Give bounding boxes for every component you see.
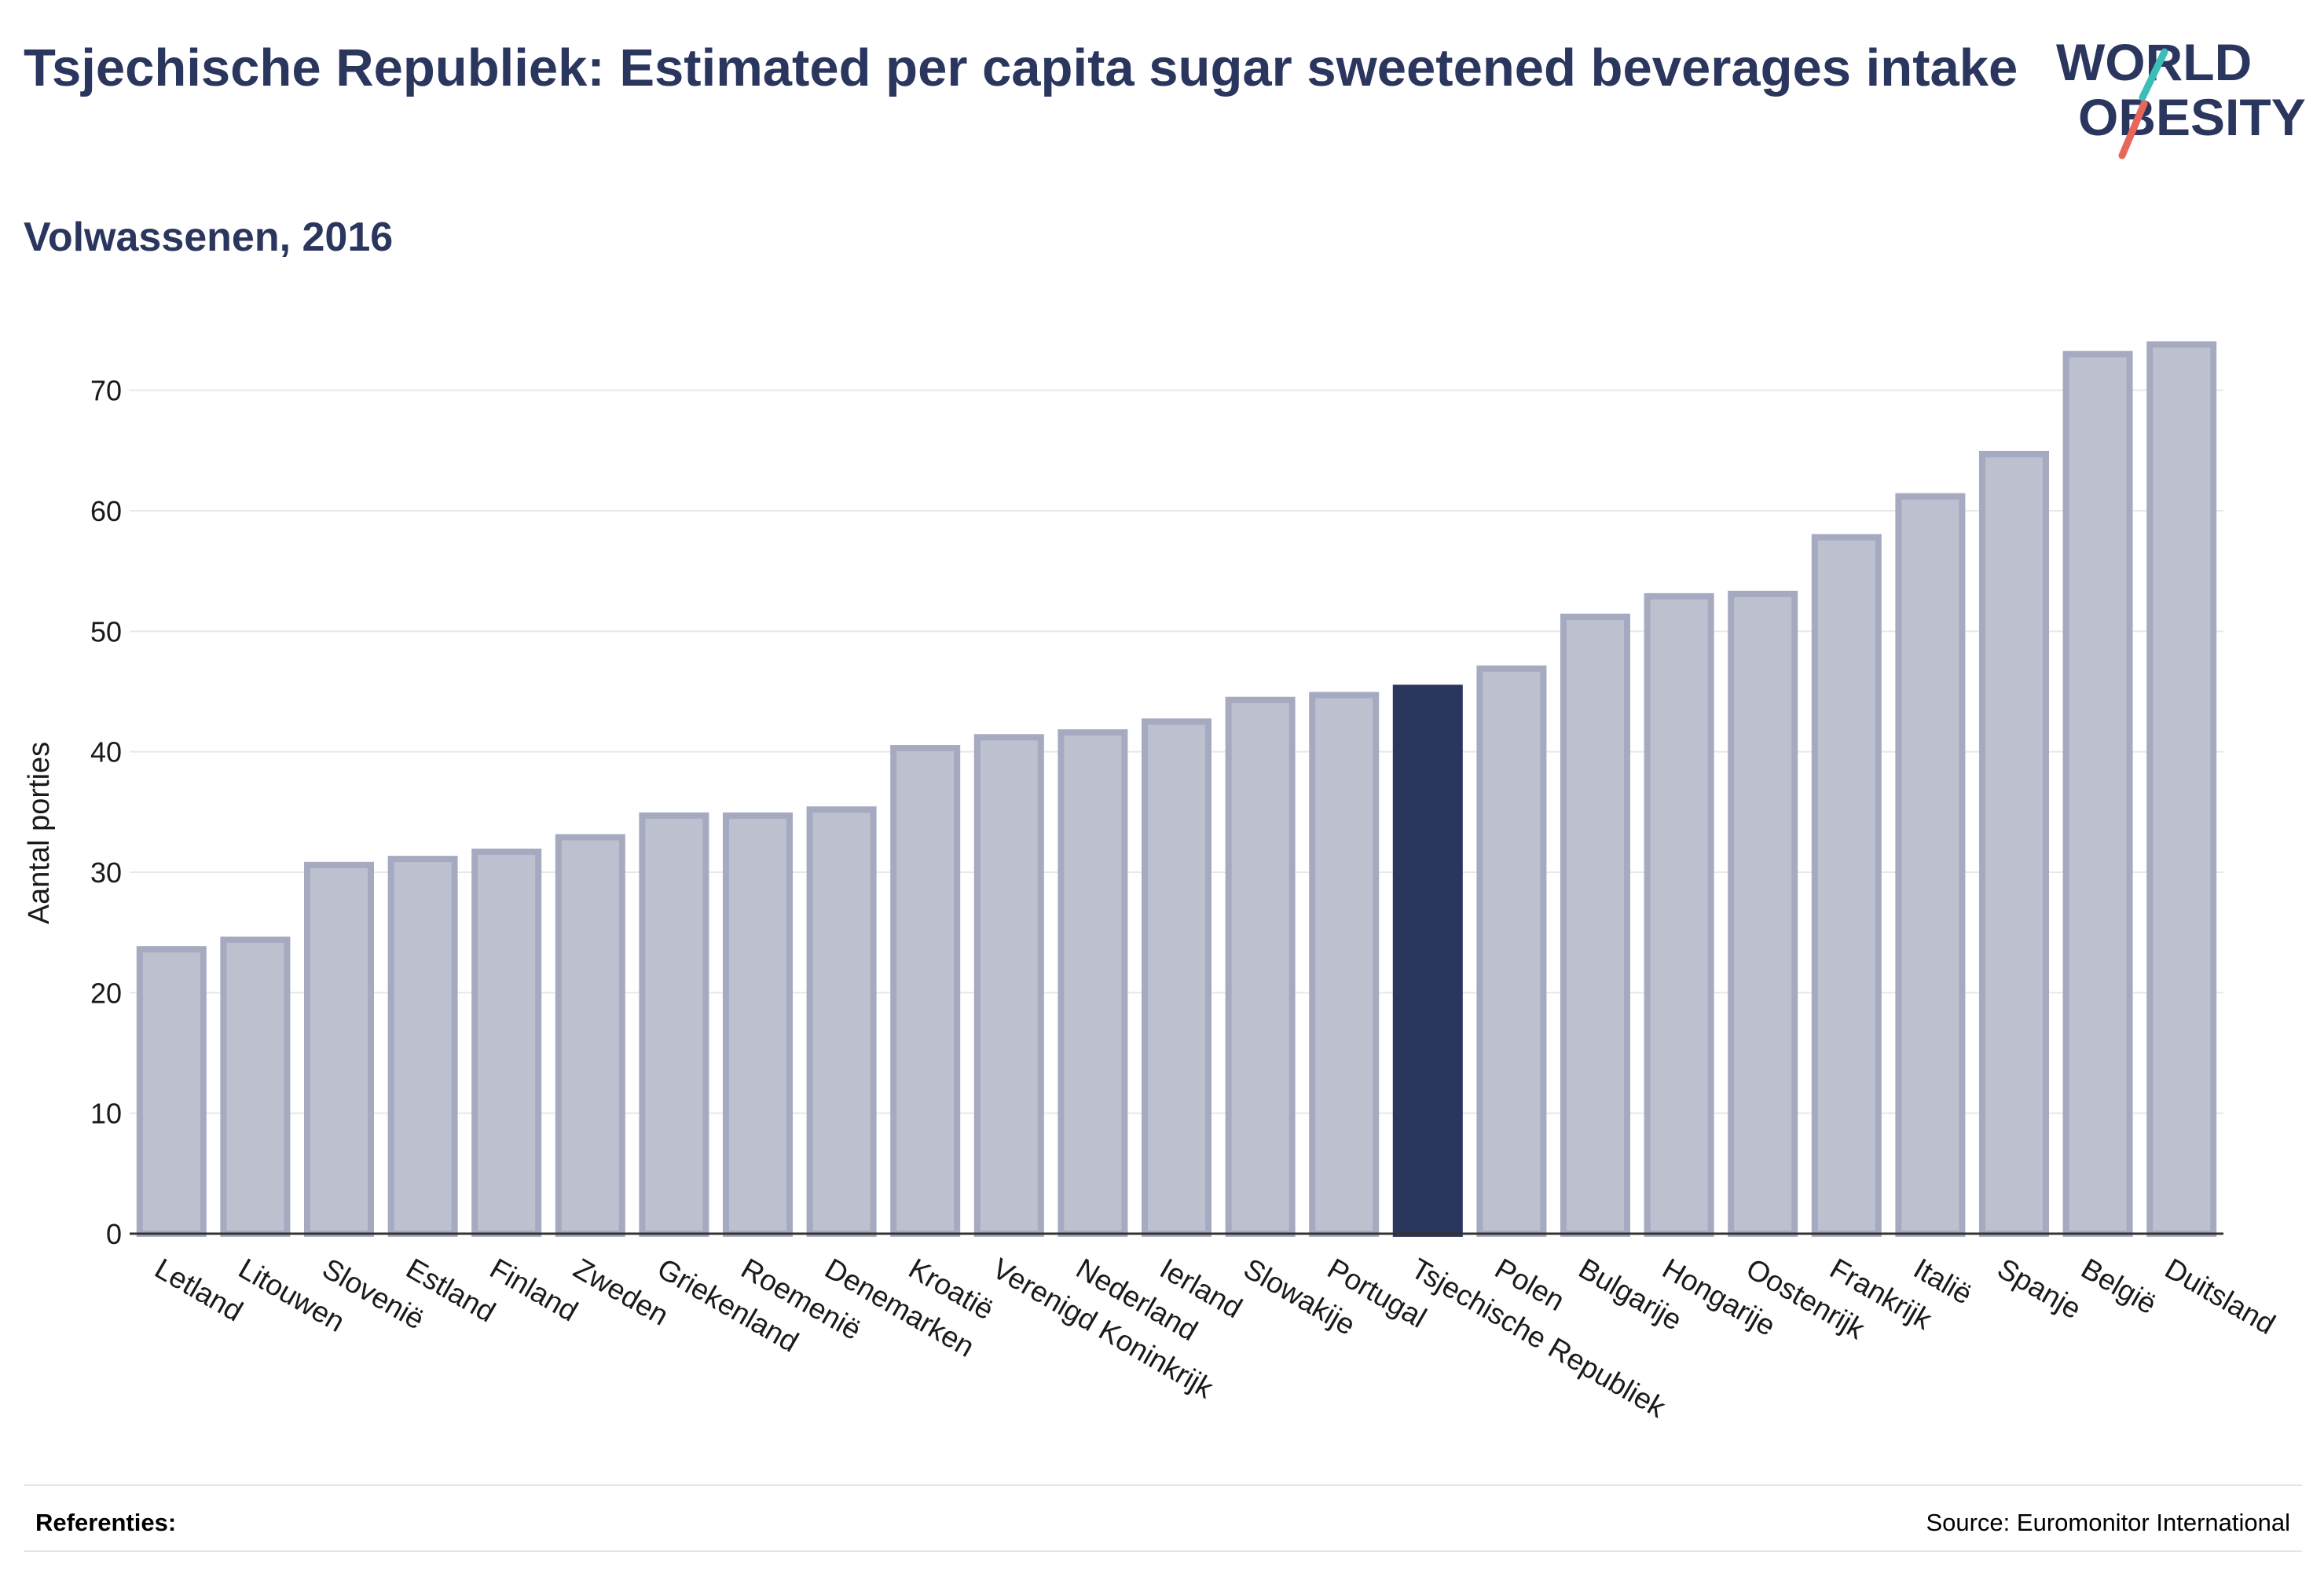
x-tick-label: Finland (485, 1252, 584, 1327)
logo-slash-red (2118, 100, 2148, 160)
y-tick-label: 10 (90, 1098, 122, 1130)
bar (890, 745, 961, 1237)
bar (136, 946, 207, 1237)
bar (387, 856, 458, 1237)
y-tick-label: 50 (90, 615, 122, 647)
bar (1141, 718, 1212, 1237)
bar-highlighted (1392, 684, 1463, 1237)
world-obesity-logo: WORLD OBESITY (2056, 33, 2306, 160)
bar (1811, 534, 1882, 1237)
bar (1895, 493, 1966, 1237)
bar (1978, 450, 2050, 1237)
bar (1058, 729, 1128, 1237)
source-text: Source: Euromonitor International (1926, 1509, 2290, 1536)
footer-divider-top (24, 1484, 2302, 1486)
references-label: Referenties: (35, 1509, 177, 1536)
chart-title: Tsjechische Republiek: Estimated per cap… (24, 39, 2018, 97)
bar (1560, 613, 1631, 1237)
bar-chart: 0 10 20 30 40 50 60 70 LetlandLitouwenSloveniëE… (23, 341, 2281, 1424)
y-tick-label: 70 (90, 375, 122, 407)
bars (136, 341, 2217, 1238)
y-tick-label: 20 (90, 977, 122, 1009)
bar (220, 936, 291, 1238)
x-tick-label: Zweden (568, 1252, 674, 1331)
bar (1728, 590, 1798, 1237)
chart-subtitle: Volwassenen, 2016 (24, 215, 394, 260)
bar (639, 812, 709, 1237)
y-axis-title: Aantal porties (23, 742, 56, 924)
bar (1225, 696, 1296, 1237)
y-tick-label: 30 (90, 857, 122, 889)
bar (303, 861, 375, 1238)
bar (973, 734, 1044, 1237)
bar (555, 834, 625, 1237)
y-tick-label: 60 (90, 495, 122, 527)
x-tick-label: België (2076, 1252, 2162, 1320)
x-tick-label: Duitsland (2160, 1252, 2281, 1341)
y-tick-label: 0 (106, 1218, 122, 1250)
bar (2146, 341, 2217, 1237)
bar (471, 848, 542, 1238)
bar (722, 812, 794, 1237)
bar (1644, 592, 1714, 1237)
footer-divider-bottom (24, 1550, 2302, 1552)
y-tick-labels: 0 10 20 30 40 50 60 70 (90, 375, 122, 1250)
logo-slash-teal (2139, 48, 2168, 101)
bar (1309, 691, 1380, 1237)
y-tick-label: 40 (90, 736, 122, 768)
x-tick-label: Spanje (1992, 1252, 2087, 1325)
x-tick-label: Letland (149, 1252, 248, 1327)
logo-text-obesity: OBESITY (2078, 88, 2306, 146)
x-tick-labels: LetlandLitouwenSloveniëEstlandFinlandZwe… (149, 1252, 2280, 1424)
bar (806, 806, 877, 1238)
bar (1476, 665, 1547, 1237)
bar (2062, 350, 2133, 1238)
